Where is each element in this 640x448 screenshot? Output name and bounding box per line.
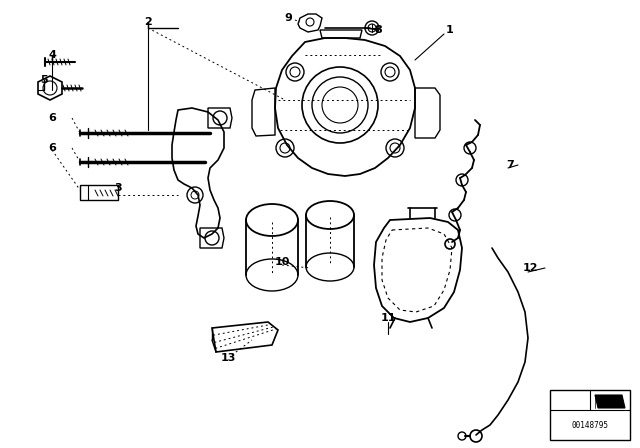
Text: 13: 13	[220, 353, 236, 363]
Text: 2: 2	[144, 17, 152, 27]
Text: 00148795: 00148795	[572, 421, 609, 430]
Text: 6: 6	[48, 113, 56, 123]
Text: 12: 12	[522, 263, 538, 273]
Text: 9: 9	[284, 13, 292, 23]
Text: 4: 4	[48, 50, 56, 60]
Text: 1: 1	[446, 25, 454, 35]
Polygon shape	[595, 395, 625, 408]
Text: 11: 11	[380, 313, 396, 323]
Text: 8: 8	[374, 25, 382, 35]
Text: 5: 5	[40, 75, 48, 85]
Text: 10: 10	[275, 257, 290, 267]
Text: 6: 6	[48, 143, 56, 153]
Text: 3: 3	[114, 183, 122, 193]
Bar	[550, 390, 630, 440]
Text: 7: 7	[506, 160, 514, 170]
